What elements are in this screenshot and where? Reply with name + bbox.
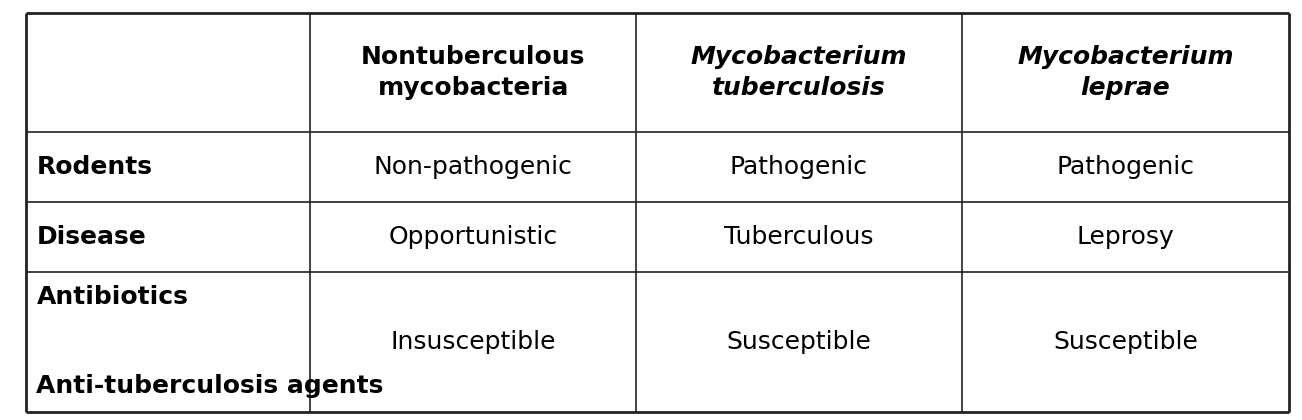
Text: Pathogenic: Pathogenic xyxy=(1056,155,1194,179)
Text: Susceptible: Susceptible xyxy=(1053,330,1198,354)
Text: Opportunistic: Opportunistic xyxy=(388,225,557,249)
Text: Leprosy: Leprosy xyxy=(1077,225,1174,249)
Text: Non-pathogenic: Non-pathogenic xyxy=(374,155,573,179)
Text: Disease: Disease xyxy=(36,225,146,249)
Text: Susceptible: Susceptible xyxy=(727,330,871,354)
Text: Nontuberculous
mycobacteria: Nontuberculous mycobacteria xyxy=(361,45,586,100)
Text: Rodents: Rodents xyxy=(36,155,152,179)
Text: Insusceptible: Insusceptible xyxy=(391,330,556,354)
Text: Antibiotics: Antibiotics xyxy=(36,285,189,309)
Text: Pathogenic: Pathogenic xyxy=(730,155,868,179)
Text: Anti-tuberculosis agents: Anti-tuberculosis agents xyxy=(36,375,384,399)
Text: Tuberculous: Tuberculous xyxy=(724,225,874,249)
Text: Mycobacterium
leprae: Mycobacterium leprae xyxy=(1017,45,1234,100)
Text: Mycobacterium
tuberculosis: Mycobacterium tuberculosis xyxy=(690,45,907,100)
